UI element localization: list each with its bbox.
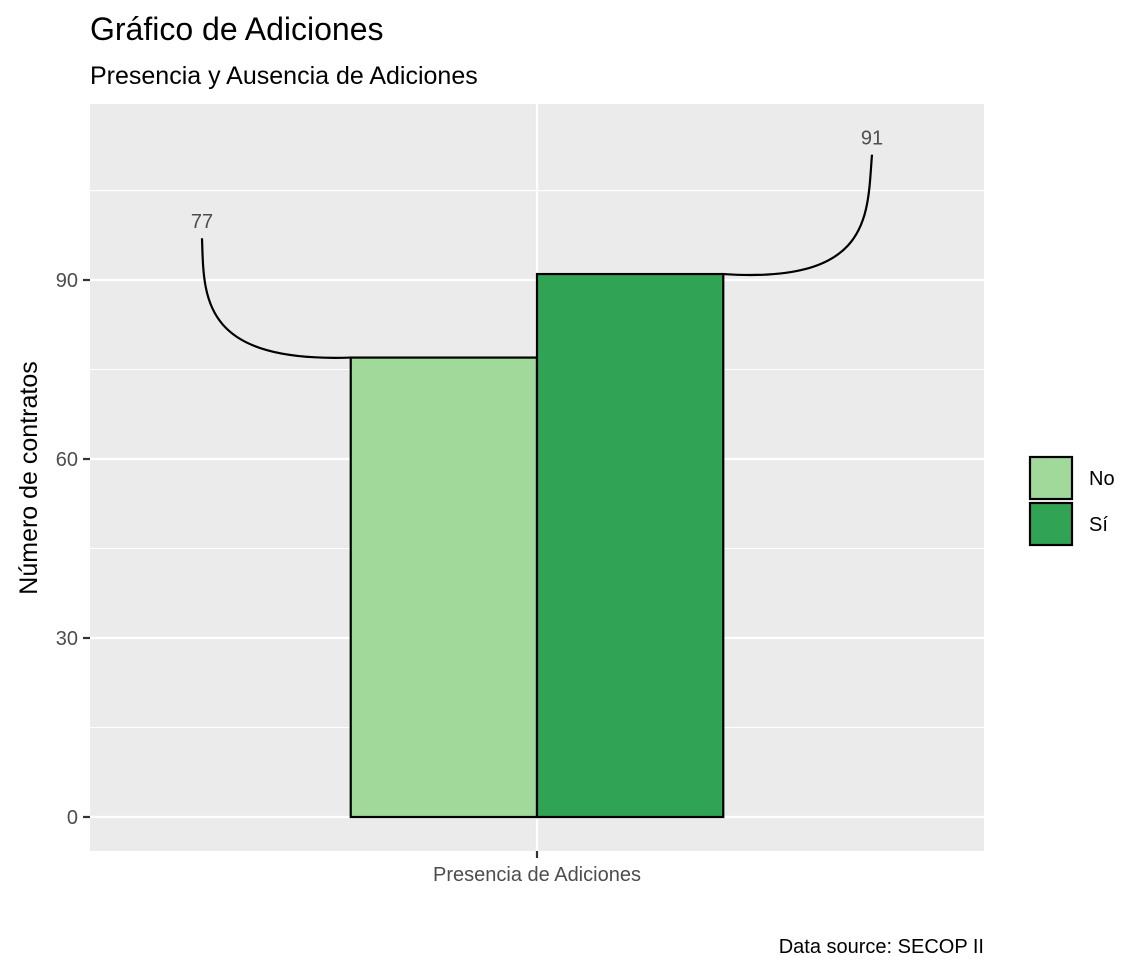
legend-label-Sí: Sí [1089,514,1108,536]
data-label-No: 77 [191,211,213,233]
bar-Sí [535,272,725,819]
chart-subtitle: Presencia y Ausencia de Adiciones [90,62,478,90]
bars [349,272,725,819]
x-axis: Presencia de Adiciones [433,851,641,886]
legend-key-No [1028,455,1074,501]
legend-label-No: No [1089,468,1115,490]
x-tick-label: Presencia de Adiciones [433,864,641,886]
y-tick-label: 0 [67,807,78,829]
legend-key-Sí [1028,501,1074,547]
y-tick-label: 30 [56,628,78,650]
chart-caption: Data source: SECOP II [779,936,984,958]
chart-title: Gráfico de Adiciones [90,11,384,47]
bar-No [349,356,539,819]
legend: No Sí [1028,455,1115,547]
callout-lines [200,154,874,359]
y-axis: 0 30 60 90 [56,270,90,829]
y-tick-label: 90 [56,270,78,292]
callout-line-No [200,238,351,359]
data-labels: 77 91 [191,128,883,234]
y-axis-title: Número de contratos [15,361,43,594]
callout-line-Sí [723,154,874,277]
data-label-Sí: 91 [861,128,883,150]
y-tick-label: 60 [56,449,78,471]
